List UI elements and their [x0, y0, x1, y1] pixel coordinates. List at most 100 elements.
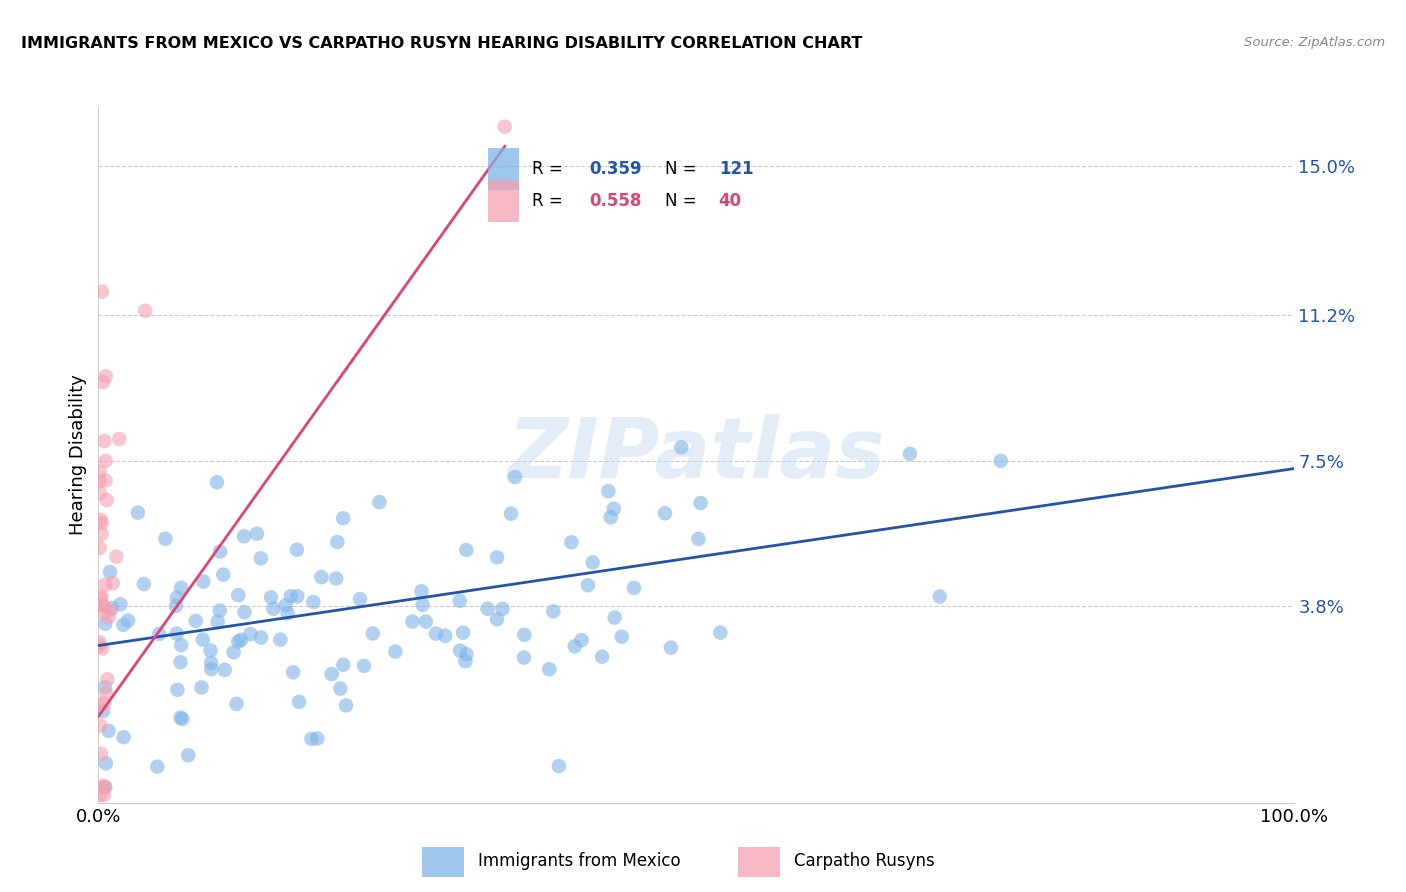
- Point: [166, 591, 188, 605]
- Point: [454, 654, 477, 668]
- Point: [112, 730, 135, 744]
- Point: [94, 474, 117, 488]
- Point: [560, 535, 582, 549]
- Point: [659, 640, 682, 655]
- Point: [172, 712, 194, 726]
- Point: [117, 614, 139, 628]
- Point: [499, 507, 522, 521]
- Point: [486, 550, 509, 565]
- Point: [91, 599, 114, 613]
- Point: [170, 581, 193, 595]
- Point: [285, 542, 308, 557]
- Point: [571, 633, 593, 648]
- Point: [166, 682, 188, 697]
- Point: [449, 643, 471, 657]
- Point: [250, 631, 273, 645]
- Point: [91, 641, 114, 656]
- Point: [491, 602, 513, 616]
- Point: [222, 645, 245, 659]
- Point: [623, 581, 645, 595]
- Point: [277, 607, 299, 621]
- Point: [96, 687, 118, 701]
- Point: [200, 643, 222, 657]
- Point: [105, 549, 128, 564]
- Point: [548, 759, 571, 773]
- Point: [101, 576, 124, 591]
- Point: [89, 635, 111, 649]
- Point: [94, 681, 117, 695]
- Point: [654, 506, 676, 520]
- Point: [332, 657, 354, 672]
- Point: [89, 486, 111, 500]
- Point: [368, 495, 391, 509]
- Point: [543, 604, 565, 618]
- Point: [165, 599, 187, 613]
- Text: ZIPatlas: ZIPatlas: [508, 415, 884, 495]
- Point: [191, 632, 214, 647]
- Point: [208, 603, 231, 617]
- Point: [89, 698, 111, 713]
- Point: [91, 375, 114, 389]
- Point: [90, 513, 112, 527]
- Point: [285, 589, 308, 603]
- Point: [170, 638, 193, 652]
- Point: [90, 591, 112, 606]
- Point: [94, 369, 117, 384]
- Point: [564, 640, 586, 654]
- Bar: [422, 847, 464, 877]
- Point: [280, 589, 302, 603]
- Point: [449, 594, 471, 608]
- Point: [90, 589, 112, 603]
- Point: [425, 626, 447, 640]
- Point: [321, 667, 343, 681]
- Point: [591, 649, 613, 664]
- Point: [335, 698, 357, 713]
- Point: [302, 595, 325, 609]
- Point: [89, 474, 111, 488]
- Point: [89, 541, 111, 555]
- Point: [688, 532, 710, 546]
- Point: [239, 627, 262, 641]
- Point: [110, 597, 132, 611]
- Point: [689, 496, 711, 510]
- Point: [434, 629, 457, 643]
- Point: [89, 719, 111, 733]
- Point: [599, 510, 621, 524]
- Point: [456, 647, 478, 661]
- Point: [97, 610, 120, 624]
- Point: [603, 610, 626, 624]
- Point: [233, 529, 256, 543]
- Point: [246, 526, 269, 541]
- Point: [260, 591, 283, 605]
- Point: [207, 615, 229, 629]
- Point: [361, 626, 384, 640]
- Point: [513, 650, 536, 665]
- Point: [94, 756, 117, 771]
- Point: [225, 697, 247, 711]
- Point: [200, 656, 222, 670]
- Point: [311, 570, 333, 584]
- Point: [193, 574, 215, 589]
- Point: [384, 644, 406, 658]
- Point: [134, 303, 156, 318]
- Point: [112, 617, 135, 632]
- Point: [401, 615, 423, 629]
- Text: Carpatho Rusyns: Carpatho Rusyns: [794, 852, 935, 870]
- Point: [415, 615, 437, 629]
- Point: [229, 632, 252, 647]
- Point: [411, 584, 433, 599]
- Point: [212, 567, 235, 582]
- Point: [326, 535, 349, 549]
- Point: [97, 723, 120, 738]
- Point: [98, 603, 121, 617]
- Point: [451, 625, 474, 640]
- Point: [169, 711, 191, 725]
- Point: [456, 543, 478, 558]
- Point: [200, 662, 222, 676]
- Point: [93, 697, 115, 711]
- Point: [307, 731, 329, 746]
- Point: [349, 591, 371, 606]
- Point: [898, 447, 921, 461]
- Point: [494, 120, 516, 134]
- Point: [190, 681, 212, 695]
